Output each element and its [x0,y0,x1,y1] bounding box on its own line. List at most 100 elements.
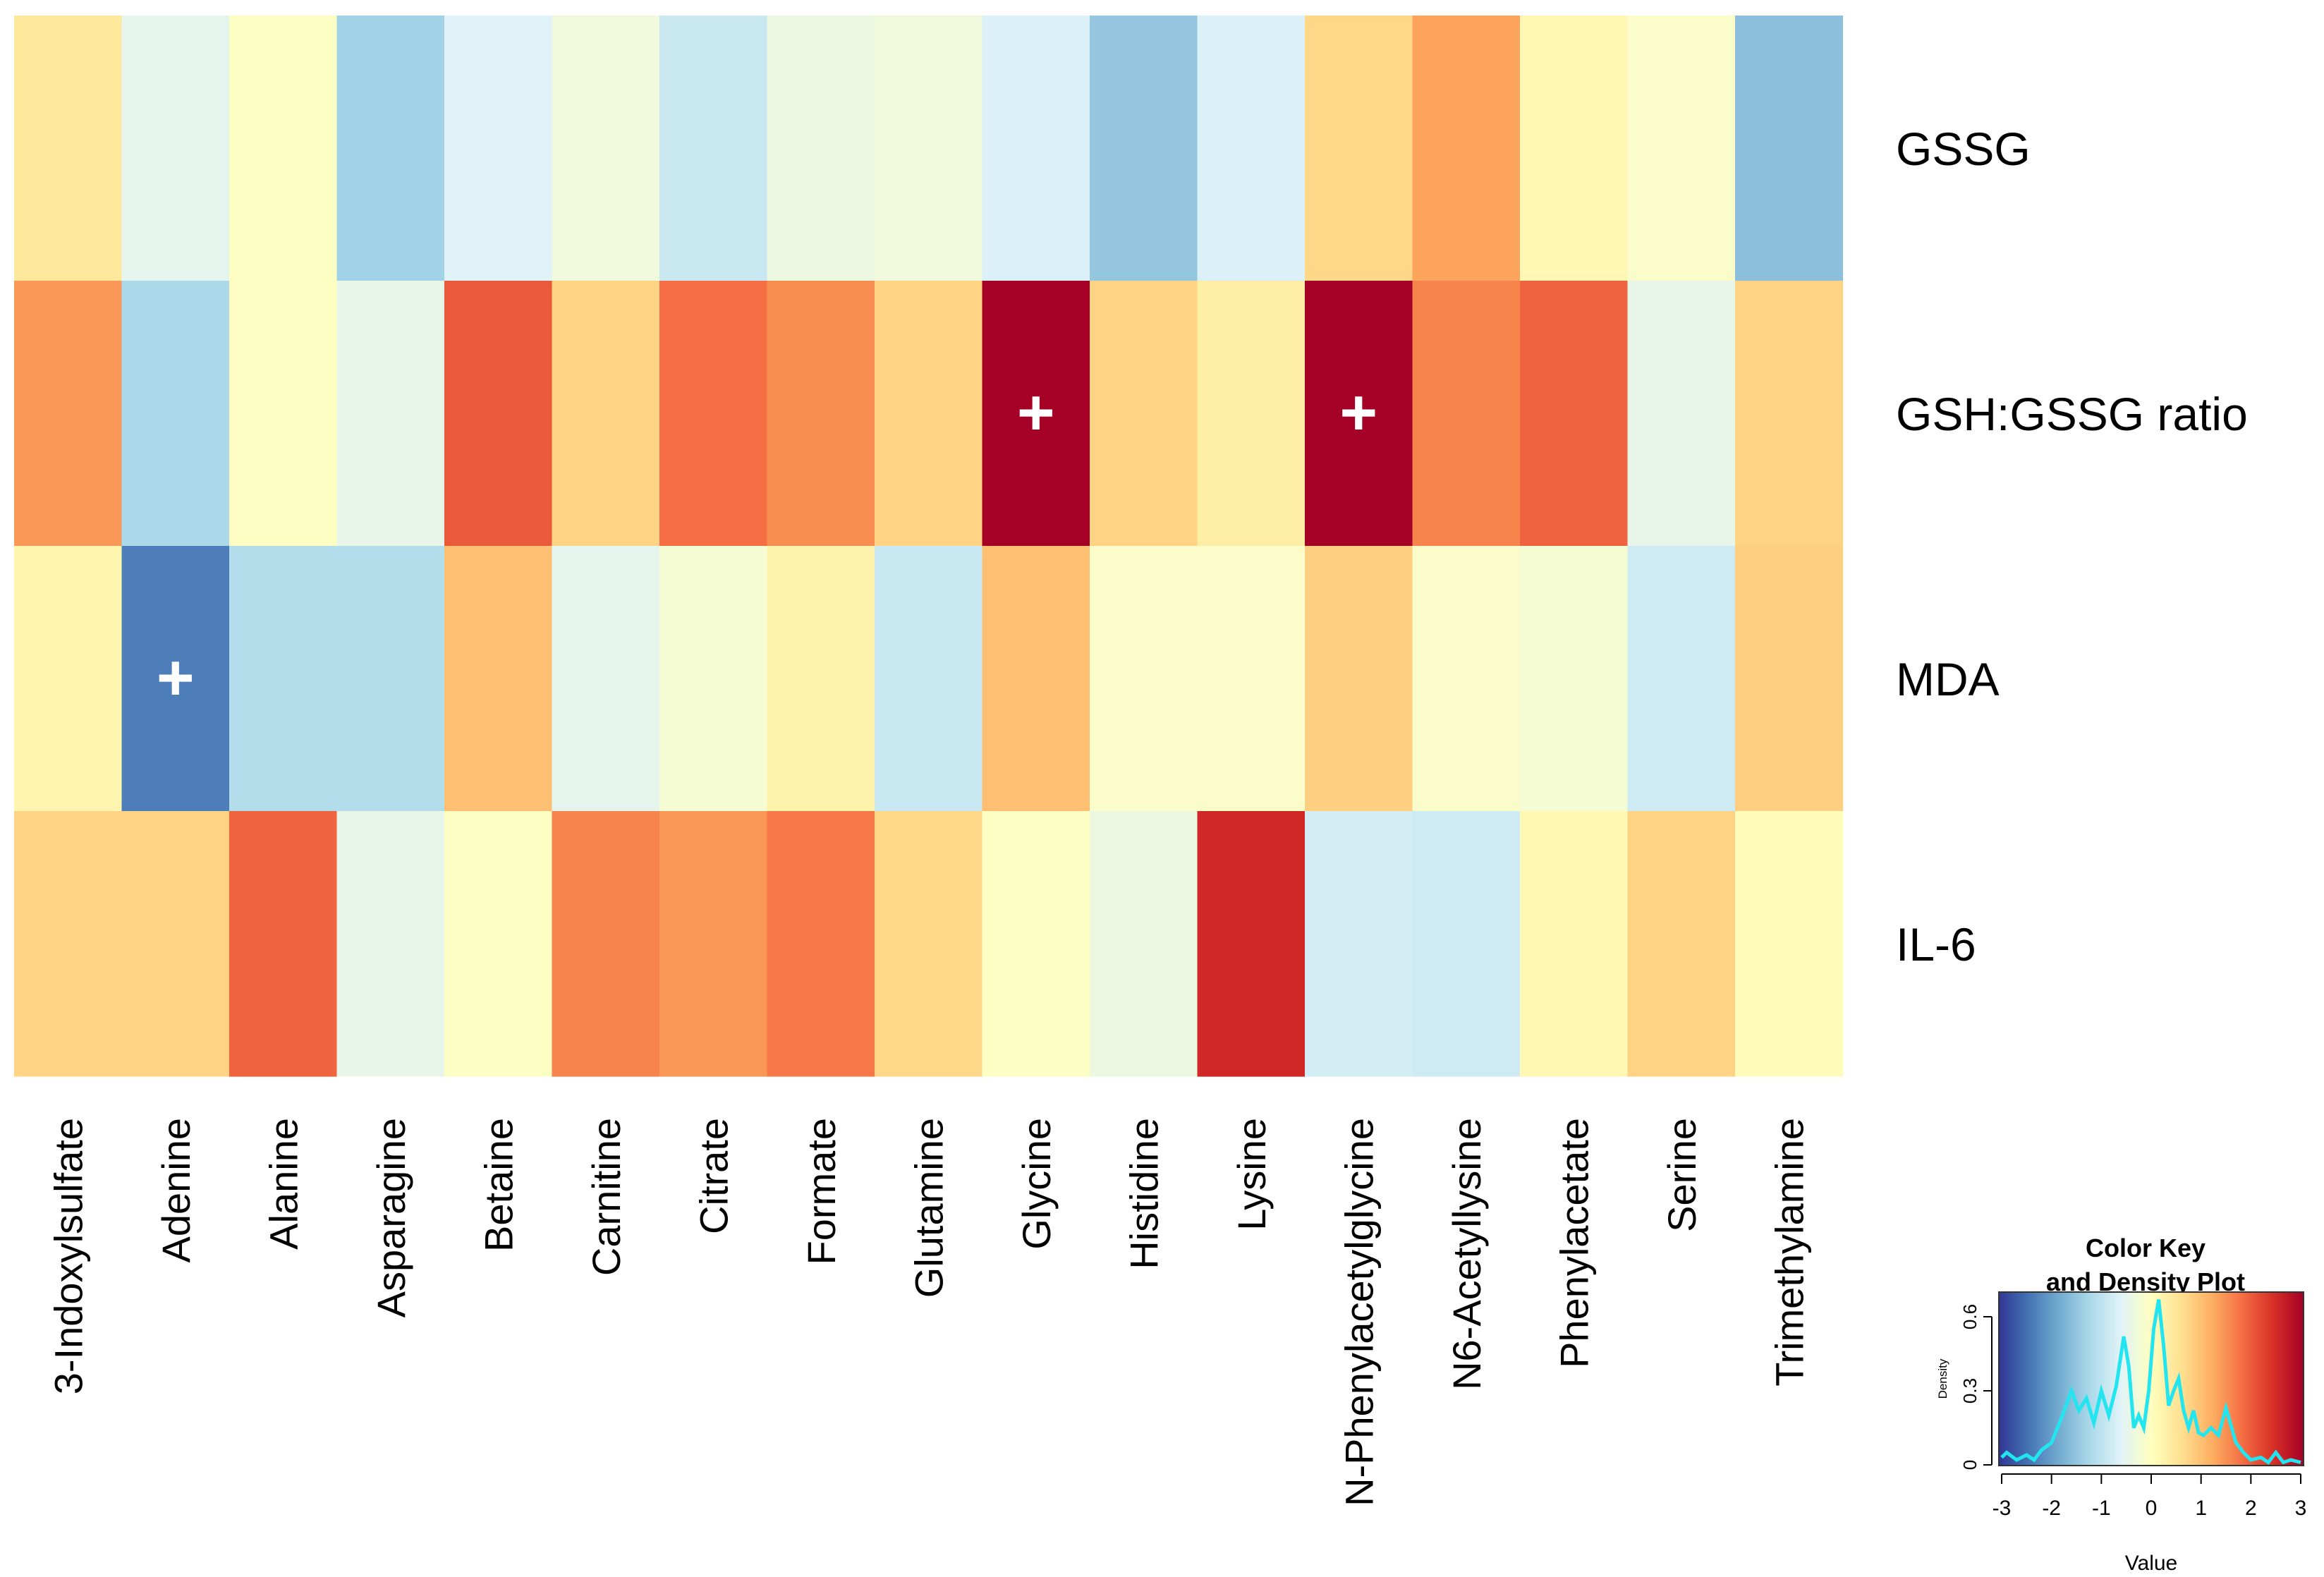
heatmap-cell [767,811,875,1077]
column-label: Glycine [1014,1118,1059,1250]
heatmap-cell [875,546,983,812]
heatmap-cell [767,546,875,812]
significance-marks: + + + [157,377,1377,714]
heatmap-cell [229,811,338,1077]
heatmap-cell [659,811,768,1077]
heatmap-cell [1090,16,1198,281]
heatmap-cell [1412,811,1521,1077]
heatmap-cell [552,281,660,547]
heatmap-cell [1412,546,1521,812]
heatmap-cell [982,16,1090,281]
heatmap-cell [229,546,338,812]
color-key-y-axis: 0 0.3 0.6 [1959,1304,1993,1470]
x-tick-label: -2 [2042,1497,2061,1520]
heatmap-cell [875,281,983,547]
row-label: MDA [1896,653,2000,705]
y-tick-label: 0.6 [1959,1304,1981,1329]
heatmap-cell [1197,546,1306,812]
color-key-x-label: Value [2125,1552,2178,1575]
heatmap-cells [14,16,1844,1077]
heatmap-cell [1090,811,1198,1077]
column-label: Carnitine [584,1118,628,1276]
row-label: GSH:GSSG ratio [1896,388,2248,440]
heatmap-cell [1305,281,1413,547]
heatmap-cell [1197,16,1306,281]
x-tick-label: 2 [2245,1497,2257,1520]
heatmap-cell [121,281,230,547]
significance-mark: + [157,642,195,714]
heatmap-cell [1735,546,1844,812]
color-key: Color Key and Density Plot -3 -2 -1 0 1 2 3 00… [1936,1234,2306,1575]
column-label: Lysine [1229,1118,1274,1231]
heatmap-cell [659,281,768,547]
heatmap-cell [982,281,1090,547]
column-label: Citrate [691,1118,736,1234]
column-label: Trimethylamine [1767,1118,1811,1387]
heatmap-cell [1520,811,1629,1077]
column-label: Glutamine [906,1118,951,1298]
heatmap-cell [659,546,768,812]
column-label: Serine [1660,1118,1704,1232]
heatmap-cell [1305,546,1413,812]
heatmap-cell [1412,281,1521,547]
heatmap-cell [336,281,445,547]
heatmap-cell [14,811,123,1077]
density-curve [2000,1299,2301,1465]
heatmap-cell [1735,281,1844,547]
heatmap-cell [1305,16,1413,281]
heatmap-cell [336,811,445,1077]
heatmap-cell [1735,16,1844,281]
heatmap-cell [1412,16,1521,281]
heatmap-cell [14,546,123,812]
x-tick-label: 0 [2146,1497,2158,1520]
color-key-y-label: Density [1936,1358,1949,1399]
heatmap-cell [1735,811,1844,1077]
heatmap-cell [336,546,445,812]
column-label: Betaine [476,1118,521,1252]
heatmap-cell [1090,281,1198,547]
heatmap-cell [552,546,660,812]
heatmap-cell [1305,811,1413,1077]
column-label: Alanine [261,1118,305,1250]
y-tick-label: 0 [1959,1460,1981,1470]
heatmap-cell [1627,546,1736,812]
row-labels: GSSG GSH:GSSG ratio MDA IL-6 [1896,123,2248,970]
x-tick-label: 3 [2295,1497,2307,1520]
heatmap-cell [875,16,983,281]
column-label: Adenine [154,1118,198,1263]
heatmap-cell [552,16,660,281]
heatmap-cell [444,546,553,812]
column-label: Asparagine [369,1118,413,1317]
significance-mark: + [1017,377,1055,449]
heatmap-cell [444,811,553,1077]
x-tick-label: -3 [1993,1497,2012,1520]
heatmap-cell [552,811,660,1077]
heatmap-cell [1627,16,1736,281]
heatmap-cell [1520,281,1629,547]
color-key-x-axis: -3 -2 -1 0 1 2 3 [1993,1473,2307,1520]
heatmap-cell [767,281,875,547]
row-label: IL-6 [1896,918,1976,970]
heatmap-cell [875,811,983,1077]
heatmap-cell [229,16,338,281]
heatmap-cell [659,16,768,281]
column-label: N6-Acetyllysine [1444,1118,1489,1390]
heatmap-cell [1627,281,1736,547]
heatmap-cell [121,546,230,812]
x-tick-label: -1 [2092,1497,2111,1520]
heatmap-cell [1090,546,1198,812]
x-tick-label: 1 [2195,1497,2207,1520]
column-label: N-Phenylacetylglycine [1337,1118,1381,1506]
heatmap-cell [1520,16,1629,281]
heatmap-cell [444,281,553,547]
heatmap-cell [1197,811,1306,1077]
heatmap-cell [14,281,123,547]
column-label: Formate [799,1118,844,1265]
heatmap-cell [444,16,553,281]
color-key-title-line1: Color Key [2086,1234,2206,1262]
row-label: GSSG [1896,123,2031,175]
column-label: 3-Indoxylsulfate [46,1118,90,1394]
column-label: Phenylacetate [1552,1118,1596,1368]
heatmap-cell [982,546,1090,812]
